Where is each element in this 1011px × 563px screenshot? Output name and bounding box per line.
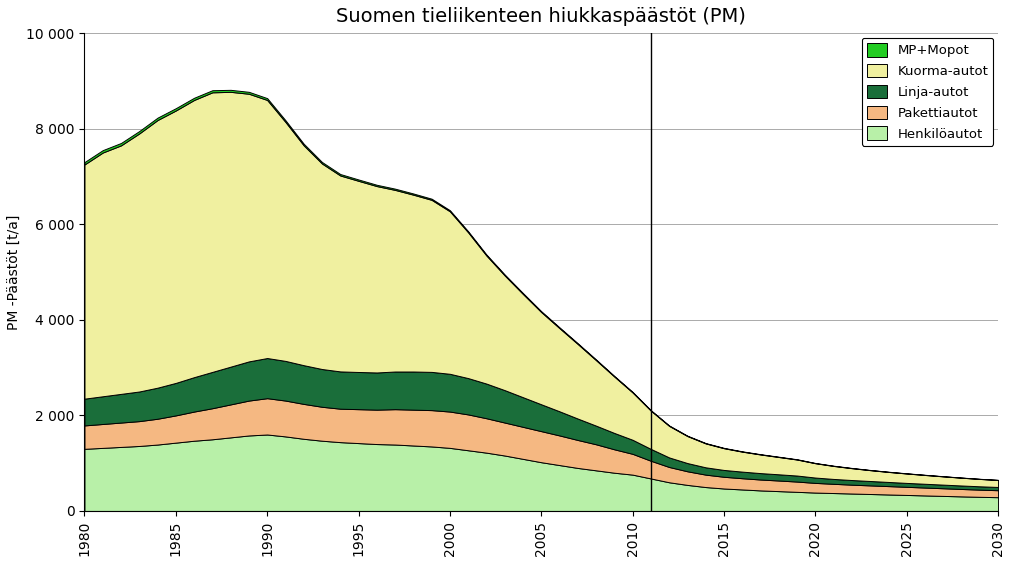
Legend: MP+Mopot, Kuorma-autot, Linja-autot, Pakettiautot, Henkilöautot: MP+Mopot, Kuorma-autot, Linja-autot, Pak… <box>860 38 993 146</box>
Y-axis label: PM -Päästöt [t/a]: PM -Päästöt [t/a] <box>7 215 21 330</box>
Title: Suomen tieliikenteen hiukkaspäästöt (PM): Suomen tieliikenteen hiukkaspäästöt (PM) <box>336 7 745 26</box>
